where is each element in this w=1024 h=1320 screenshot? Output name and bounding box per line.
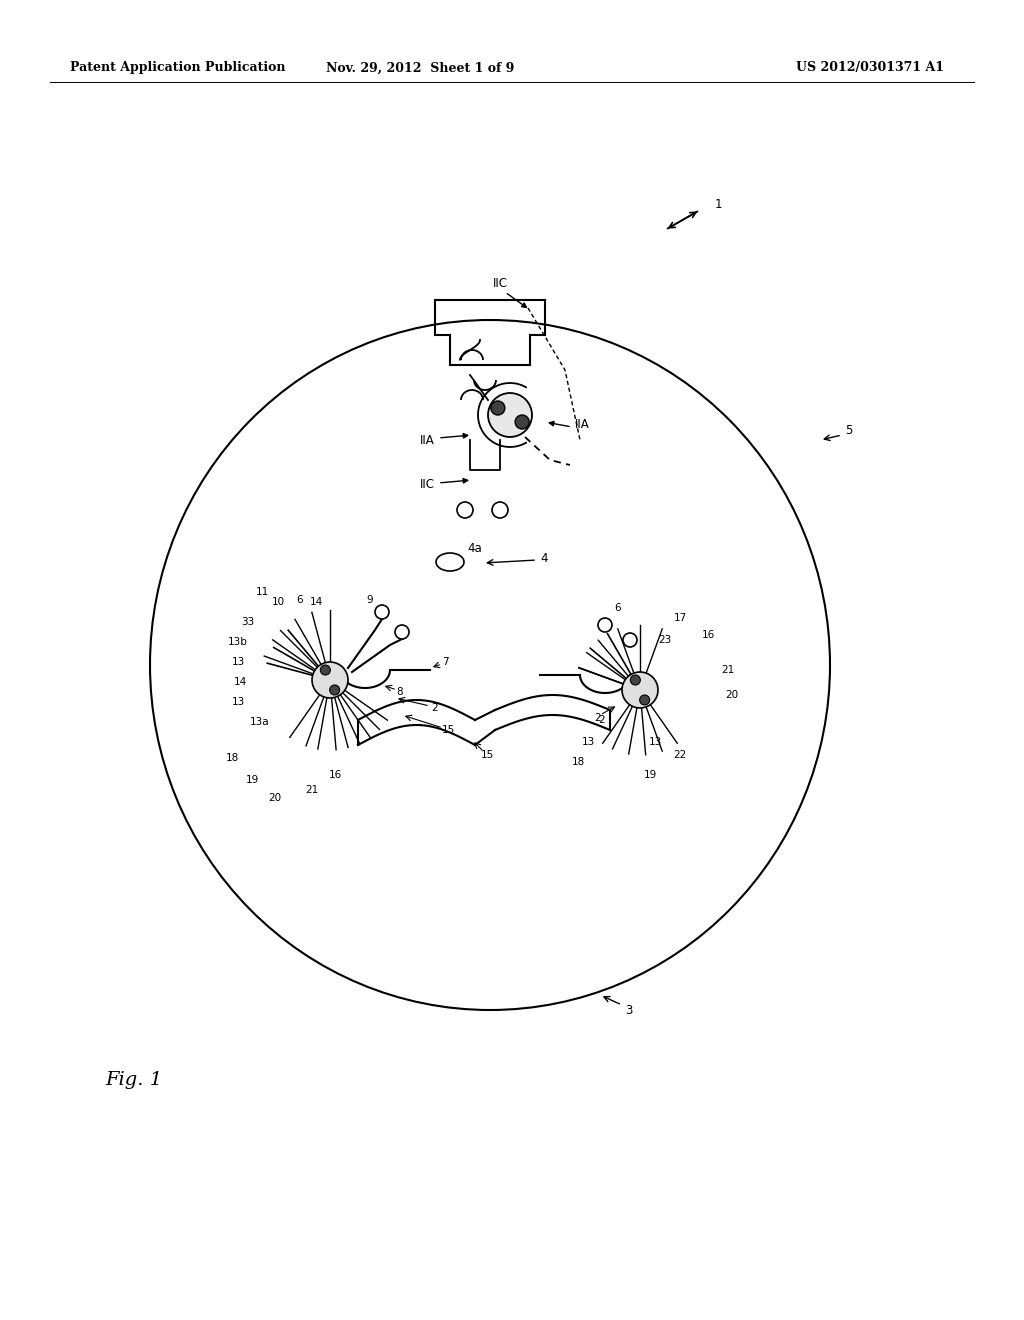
Text: 13a: 13a [250,717,269,727]
Circle shape [623,634,637,647]
Text: 3: 3 [625,1003,633,1016]
Text: 17: 17 [674,612,687,623]
Text: IIA: IIA [575,418,590,432]
Text: 2: 2 [432,704,438,713]
Text: 10: 10 [271,597,285,607]
Text: 5: 5 [845,424,852,437]
Text: 33: 33 [242,616,255,627]
Text: Nov. 29, 2012  Sheet 1 of 9: Nov. 29, 2012 Sheet 1 of 9 [326,62,514,74]
Circle shape [488,393,532,437]
Text: 20: 20 [725,690,738,700]
Text: 4: 4 [540,552,548,565]
Text: 19: 19 [246,775,259,785]
Text: 8: 8 [396,686,403,697]
Text: 2: 2 [599,715,605,725]
Circle shape [598,618,612,632]
Text: 20: 20 [268,793,282,803]
Circle shape [457,502,473,517]
Text: 15: 15 [480,750,494,760]
Text: 13: 13 [231,657,245,667]
Text: IIC: IIC [420,479,435,491]
Text: 2: 2 [595,713,601,723]
Text: 18: 18 [225,752,239,763]
Circle shape [492,502,508,517]
Text: 9: 9 [367,595,374,605]
Text: 14: 14 [309,597,323,607]
Text: 23: 23 [658,635,672,645]
Text: 21: 21 [305,785,318,795]
Text: 6: 6 [297,595,303,605]
Text: 13b: 13b [228,638,248,647]
Text: 6: 6 [614,603,622,612]
Text: 13: 13 [582,737,595,747]
Circle shape [321,665,331,675]
Circle shape [375,605,389,619]
Text: 22: 22 [674,750,687,760]
Text: 7: 7 [441,657,449,667]
Circle shape [490,401,505,414]
Text: 11: 11 [255,587,268,597]
Text: 4a: 4a [467,541,481,554]
Text: 1: 1 [715,198,723,211]
Text: 19: 19 [643,770,656,780]
Circle shape [330,685,340,694]
Circle shape [631,675,640,685]
Text: Fig. 1: Fig. 1 [105,1071,162,1089]
Text: 13: 13 [648,737,662,747]
Text: Patent Application Publication: Patent Application Publication [70,62,286,74]
Ellipse shape [436,553,464,572]
Circle shape [640,694,649,705]
Text: IIC: IIC [493,277,508,290]
Text: US 2012/0301371 A1: US 2012/0301371 A1 [796,62,944,74]
Text: 16: 16 [329,770,342,780]
Text: 18: 18 [571,756,585,767]
Text: 14: 14 [233,677,247,686]
Text: 15: 15 [441,725,455,735]
Text: 13: 13 [231,697,245,708]
Text: 21: 21 [721,665,734,675]
Circle shape [395,624,409,639]
Text: IIA: IIA [420,433,435,446]
Circle shape [312,663,348,698]
Text: 16: 16 [701,630,715,640]
Circle shape [515,414,529,429]
Circle shape [622,672,658,708]
